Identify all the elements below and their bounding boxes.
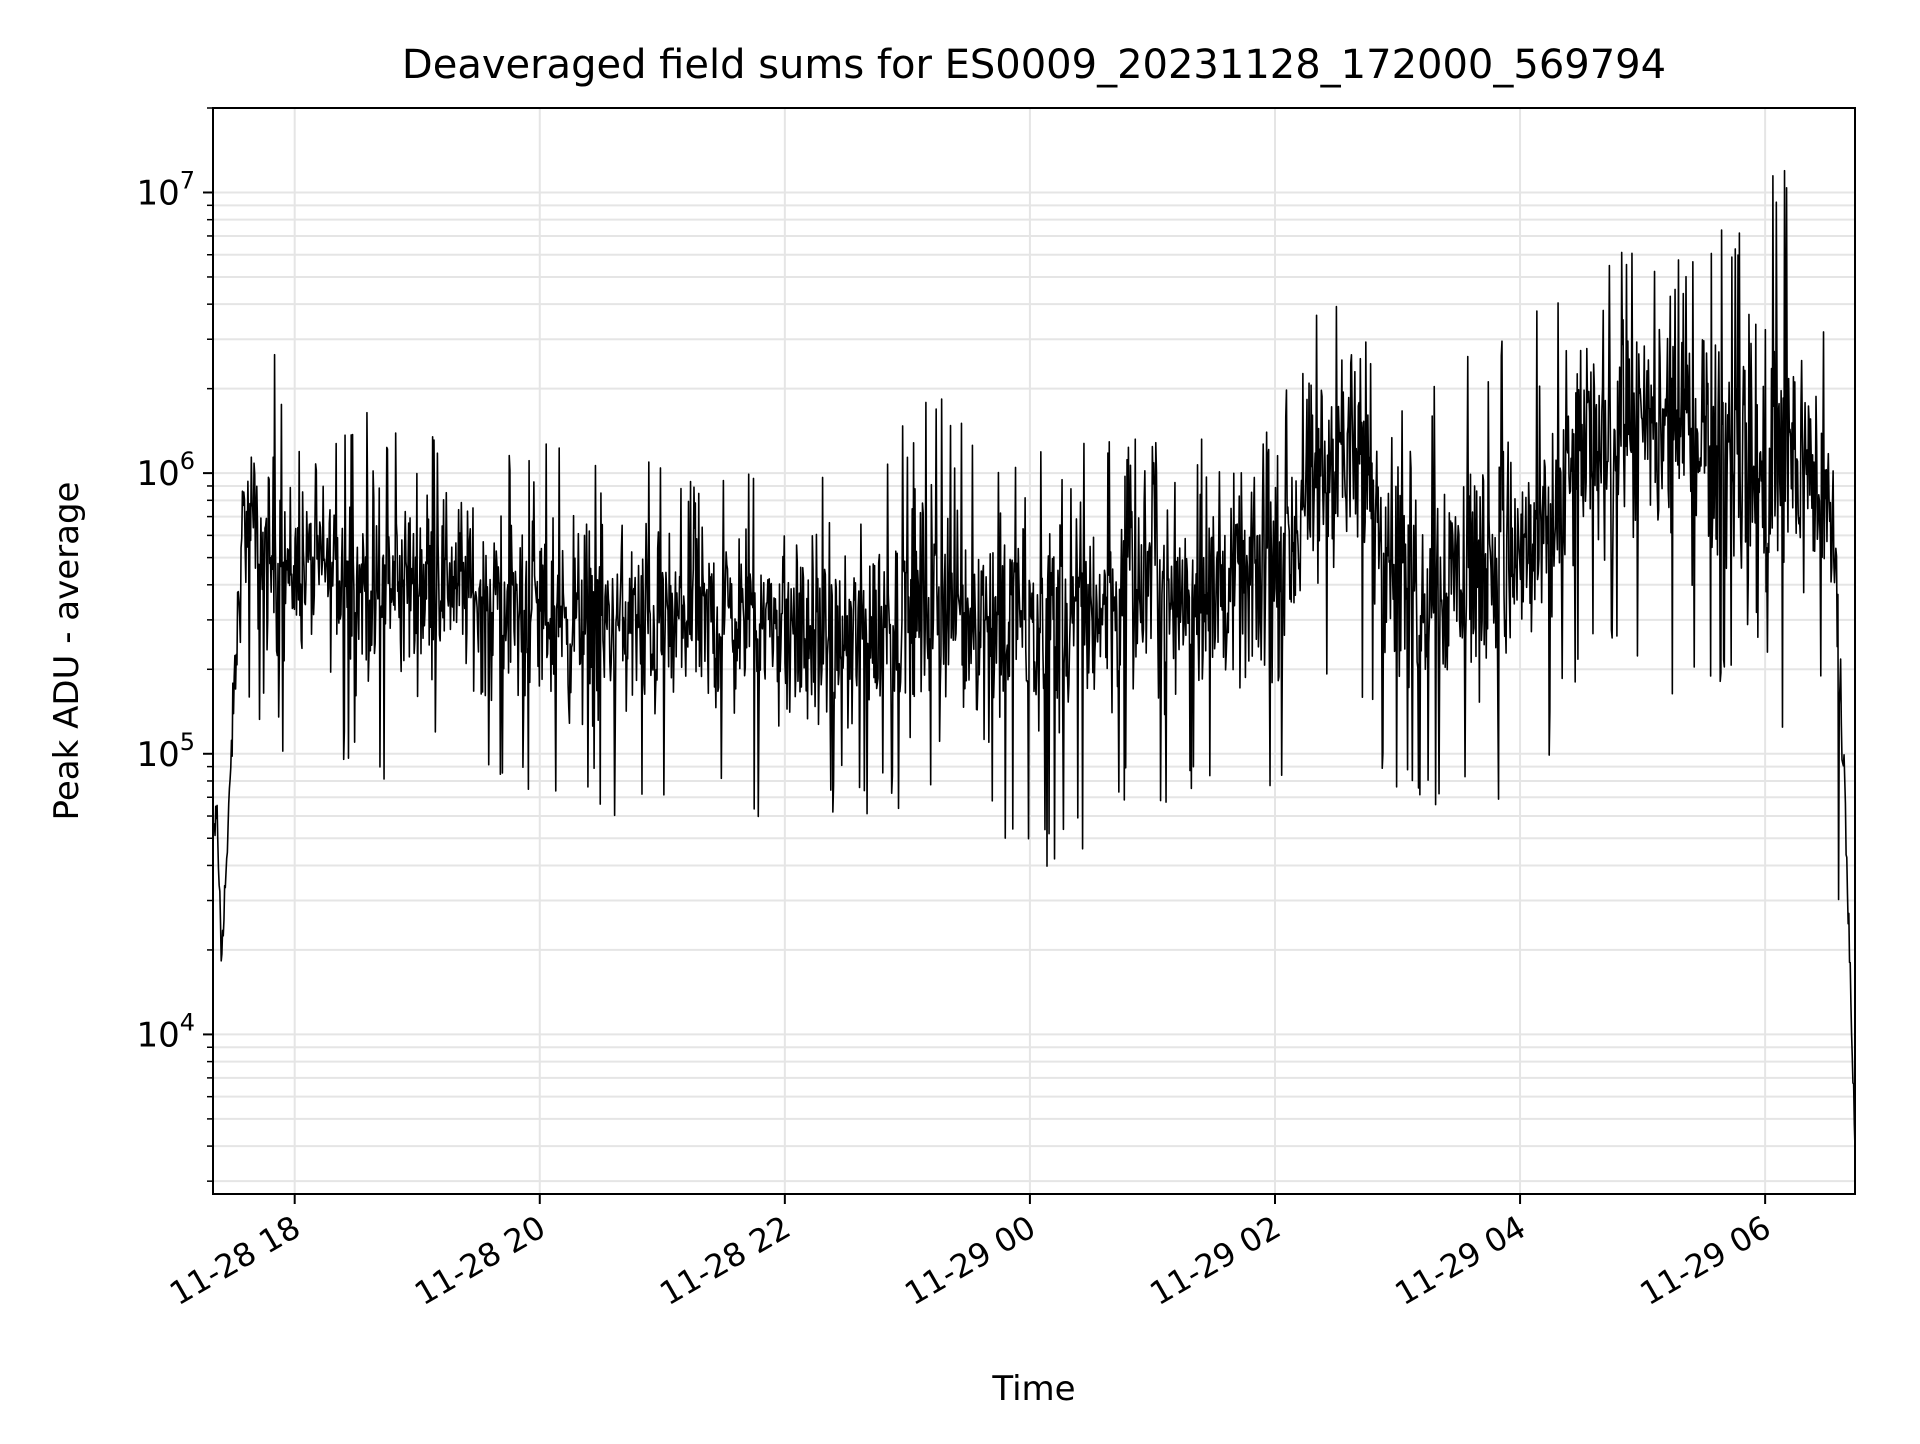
y-axis-label: Peak ADU - average	[47, 482, 87, 821]
y-tick-base: 10	[136, 735, 179, 775]
y-tick-base: 10	[136, 1015, 179, 1055]
y-tick-base: 10	[136, 173, 179, 213]
y-tick-exponent: 7	[180, 166, 195, 194]
y-tick-exponent: 5	[180, 728, 195, 756]
series-line	[212, 169, 1856, 1149]
y-tick-label: 104	[136, 1008, 195, 1055]
grid-lines	[213, 107, 1855, 1194]
y-tick-label: 107	[136, 166, 195, 213]
plot-frame	[212, 107, 1856, 1195]
y-tick-exponent: 4	[180, 1008, 195, 1036]
y-tick-label: 106	[136, 447, 195, 494]
y-tick-base: 10	[136, 454, 179, 494]
chart-title: Deaveraged field sums for ES0009_2023112…	[402, 42, 1666, 88]
y-tick-exponent: 6	[180, 447, 195, 475]
x-axis-label: Time	[991, 1369, 1075, 1409]
series-layer	[212, 169, 1856, 1149]
y-tick-label: 105	[136, 728, 195, 775]
